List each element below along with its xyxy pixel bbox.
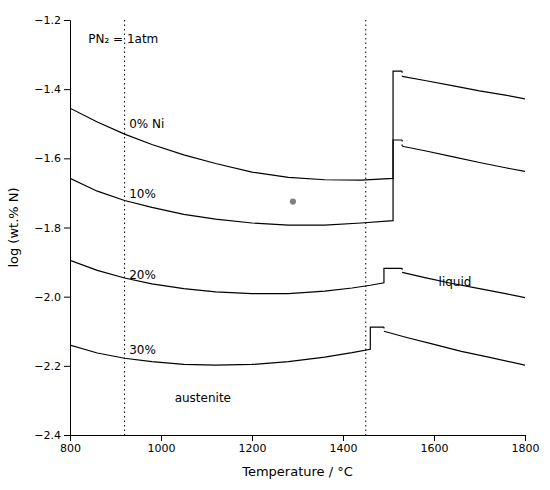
x-tick-label: 800 (60, 442, 81, 455)
x-tick: 1400 (330, 435, 358, 455)
curve (383, 327, 384, 331)
vertical-line (124, 20, 125, 435)
y-tick-mark (64, 366, 70, 367)
annotation: 20% (129, 268, 156, 282)
x-axis: 800 1000 1200 1400 1600 1800 (60, 435, 540, 455)
annotation: liquid (439, 275, 472, 289)
annotation: 30% (129, 343, 156, 357)
y-tick: −2.0 (34, 291, 70, 304)
y-tick: −1.6 (34, 152, 70, 165)
curve (402, 76, 525, 98)
curve (402, 146, 525, 171)
x-tick: 1800 (512, 435, 540, 455)
x-axis-line (71, 436, 526, 442)
x-tick-mark (525, 435, 526, 441)
x-tick: 800 (60, 435, 81, 455)
y-axis: −2.4 −2.2 −2.0 −1.8 −1.6 −1.4 −1.2 (34, 14, 70, 442)
x-axis-title: Temperature / °C (241, 464, 353, 479)
y-axis-line (64, 21, 71, 436)
curve (402, 272, 525, 297)
y-tick-mark (64, 158, 70, 159)
x-tick-label: 1600 (421, 442, 449, 455)
y-tick: −1.4 (34, 83, 70, 96)
curve (402, 71, 403, 76)
y-tick-mark (64, 228, 70, 229)
y-tick-mark (64, 20, 70, 21)
y-axis-title: log (wt.% N) (6, 187, 21, 267)
y-tick: −1.8 (34, 222, 70, 235)
y-tick-label: −1.2 (34, 14, 61, 27)
x-tick-label: 1000 (148, 442, 176, 455)
x-tick-label: 1400 (330, 442, 358, 455)
x-tick-mark (161, 435, 162, 441)
y-tick-mark (64, 89, 70, 90)
y-tick: −1.2 (34, 14, 70, 27)
x-tick-mark (343, 435, 344, 441)
curve (402, 268, 403, 272)
y-tick-label: −1.6 (34, 152, 61, 165)
chart: 80010001200140016001800−2.4−2.2−2.0−1.8−… (0, 0, 550, 490)
y-tick-label: −1.4 (34, 83, 61, 96)
curve (70, 327, 384, 365)
y-tick-label: −2.4 (34, 429, 61, 442)
x-tick: 1000 (148, 435, 176, 455)
x-tick-mark (252, 435, 253, 441)
x-tick-label: 1800 (512, 442, 540, 455)
x-tick-label: 1200 (239, 442, 267, 455)
curve (402, 140, 403, 146)
x-tick-mark (434, 435, 435, 441)
annotation: 0% Ni (129, 117, 164, 131)
vertical-line (365, 20, 366, 435)
y-tick-mark (64, 297, 70, 298)
y-tick: −2.2 (34, 360, 70, 373)
point (290, 198, 296, 204)
curve (70, 260, 402, 293)
curve (70, 140, 402, 225)
annotations: 0% Ni 10% 20% 30% liquid austenite PN₂ = 1atm (88, 32, 471, 406)
annotation: austenite (175, 391, 231, 405)
marks (70, 20, 525, 435)
x-tick: 1200 (239, 435, 267, 455)
curve (384, 331, 525, 365)
y-tick-label: −1.8 (34, 222, 61, 235)
annotation: PN₂ = 1atm (88, 32, 158, 46)
x-tick: 1600 (421, 435, 449, 455)
y-tick: −2.4 (34, 429, 70, 442)
curve (70, 71, 402, 180)
y-tick-label: −2.0 (34, 291, 61, 304)
y-tick-label: −2.2 (34, 360, 61, 373)
plot-area: 80010001200140016001800−2.4−2.2−2.0−1.8−… (34, 14, 539, 455)
annotation: 10% (129, 187, 156, 201)
y-tick-mark (64, 435, 70, 436)
